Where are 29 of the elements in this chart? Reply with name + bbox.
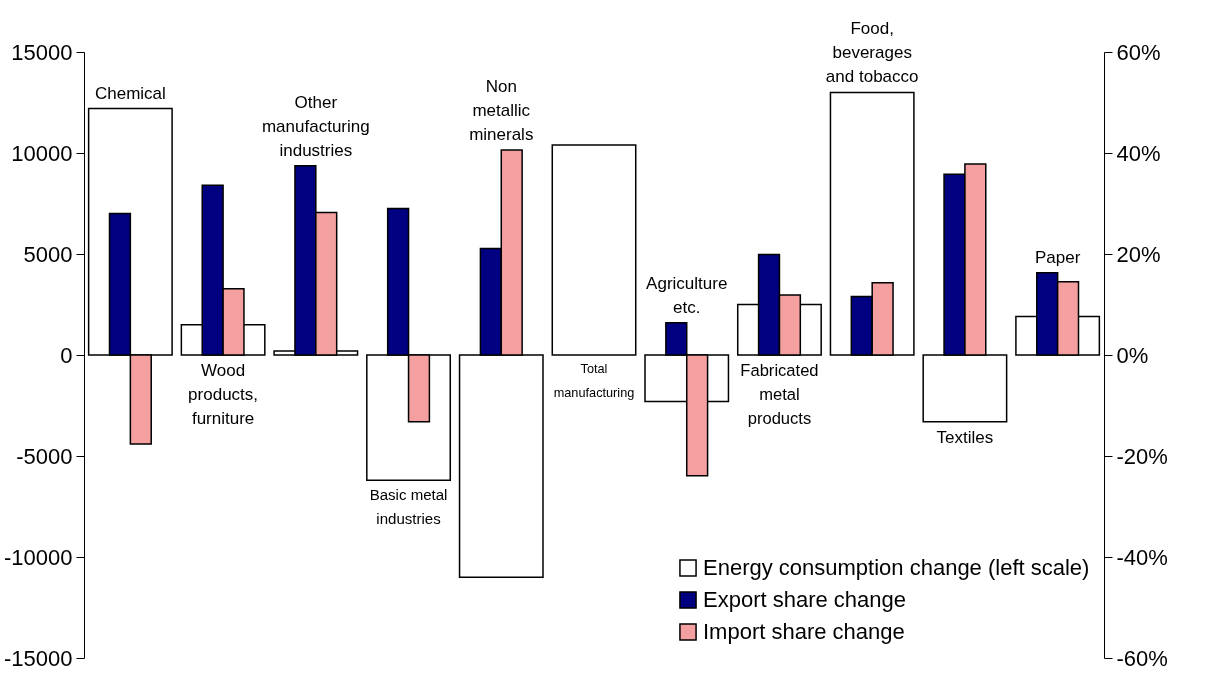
y-tick-label: -5000 — [16, 443, 73, 469]
y2-tick-label: -60% — [1116, 645, 1168, 671]
x-tick-label: Other manufacturing industries — [261, 92, 370, 160]
x-tick-label: Chemical — [94, 83, 166, 103]
y-tick-label: 5000 — [23, 241, 73, 267]
x-tick-label: Fabricated metal products — [740, 361, 819, 428]
y-tick-label: 10000 — [11, 140, 73, 166]
x-tick-label: Wood products, furniture — [188, 361, 259, 428]
x-tick-label: Agriculture etc. — [646, 273, 728, 317]
y2-tick-label: 40% — [1116, 140, 1161, 166]
x-tick-label: Total manufacturing — [553, 361, 635, 400]
legend-label: Export share change — [703, 587, 907, 612]
legend-label: Import share change — [703, 619, 905, 644]
x-tick-label: Basic metal industries — [369, 486, 448, 528]
bar — [551, 144, 637, 356]
y-tick-label: 15000 — [11, 39, 73, 65]
y-tick-label: -15000 — [3, 645, 73, 671]
x-tick-label: Paper — [1034, 247, 1081, 267]
y2-tick-label: -20% — [1116, 443, 1168, 469]
y2-tick-label: 0% — [1116, 342, 1149, 368]
y2-tick-label: 20% — [1116, 241, 1161, 267]
legend-label: Energy consumption change (left scale) — [703, 555, 1090, 580]
y2-tick-label: 60% — [1116, 39, 1161, 65]
y2-tick-label: -40% — [1116, 544, 1168, 570]
x-tick-label: Non metallic minerals — [469, 76, 534, 144]
x-tick-label: Food, beverages and tobacco — [825, 19, 919, 87]
x-tick-label: Textiles — [936, 427, 994, 447]
y-tick-label: -10000 — [3, 544, 73, 570]
y-tick-label: 0 — [60, 342, 73, 368]
